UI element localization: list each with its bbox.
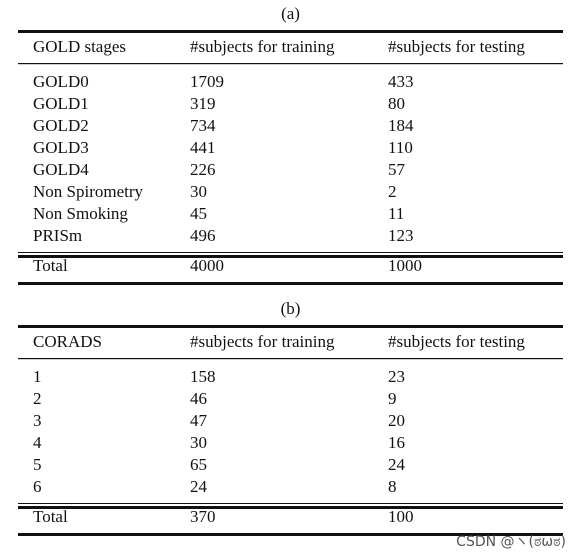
total-cell: Total: [33, 256, 68, 275]
total-cell: Total: [33, 507, 68, 526]
cell: 123: [388, 226, 414, 245]
cell: PRISm: [33, 226, 82, 245]
cell: 1: [33, 367, 42, 386]
cell: 9: [388, 389, 397, 408]
rule: [18, 325, 563, 328]
cell: 6: [33, 477, 42, 496]
total-cell: 100: [388, 507, 414, 526]
cell: 1709: [190, 72, 224, 91]
watermark: CSDN @ヽ(ಠωಠ): [456, 534, 566, 550]
cell: GOLD4: [33, 160, 89, 179]
cell: 3: [33, 411, 42, 430]
cell: GOLD2: [33, 116, 89, 135]
cell: 16: [388, 433, 405, 452]
cell: 319: [190, 94, 216, 113]
rule: [18, 30, 563, 33]
cell: 30: [190, 182, 207, 201]
header-cell: #subjects for training: [190, 37, 335, 56]
cell: 184: [388, 116, 414, 135]
cell: Non Spirometry: [33, 182, 144, 201]
cell: 433: [388, 72, 414, 91]
cell: 57: [388, 160, 406, 179]
cell: 2: [388, 182, 397, 201]
rule: [18, 358, 563, 360]
cell: 5: [33, 455, 42, 474]
cell: 65: [190, 455, 207, 474]
header-cell: CORADS: [33, 332, 102, 351]
cell: 110: [388, 138, 413, 157]
rule: [18, 63, 563, 65]
cell: 2: [33, 389, 42, 408]
cell: 20: [388, 411, 405, 430]
cell: 11: [388, 204, 404, 223]
cell: 24: [190, 477, 208, 496]
total-cell: 1000: [388, 256, 422, 275]
cell: 45: [190, 204, 207, 223]
rule: [18, 533, 563, 536]
cell: 4: [33, 433, 42, 452]
cell: 496: [190, 226, 216, 245]
cell: 158: [190, 367, 216, 386]
cell: 46: [190, 389, 207, 408]
header-cell: #subjects for testing: [388, 332, 525, 351]
rule: [18, 503, 563, 504]
rule: [18, 255, 563, 258]
cell: 226: [190, 160, 216, 179]
total-cell: 370: [190, 507, 216, 526]
cell: 23: [388, 367, 405, 386]
cell: 80: [388, 94, 405, 113]
cell: 8: [388, 477, 397, 496]
cell: GOLD0: [33, 72, 89, 91]
cell: Non Smoking: [33, 204, 128, 223]
rule: [18, 506, 563, 509]
header-cell: GOLD stages: [33, 37, 126, 56]
cell: 734: [190, 116, 216, 135]
table-caption: (a): [281, 4, 300, 23]
cell: 24: [388, 455, 406, 474]
cell: 441: [190, 138, 216, 157]
table-caption: (b): [281, 299, 301, 318]
cell: GOLD1: [33, 94, 89, 113]
total-cell: 4000: [190, 256, 224, 275]
rule: [18, 252, 563, 253]
cell: GOLD3: [33, 138, 89, 157]
header-cell: #subjects for training: [190, 332, 335, 351]
cell: 47: [190, 411, 208, 430]
header-cell: #subjects for testing: [388, 37, 525, 56]
cell: 30: [190, 433, 207, 452]
rule: [18, 282, 563, 285]
